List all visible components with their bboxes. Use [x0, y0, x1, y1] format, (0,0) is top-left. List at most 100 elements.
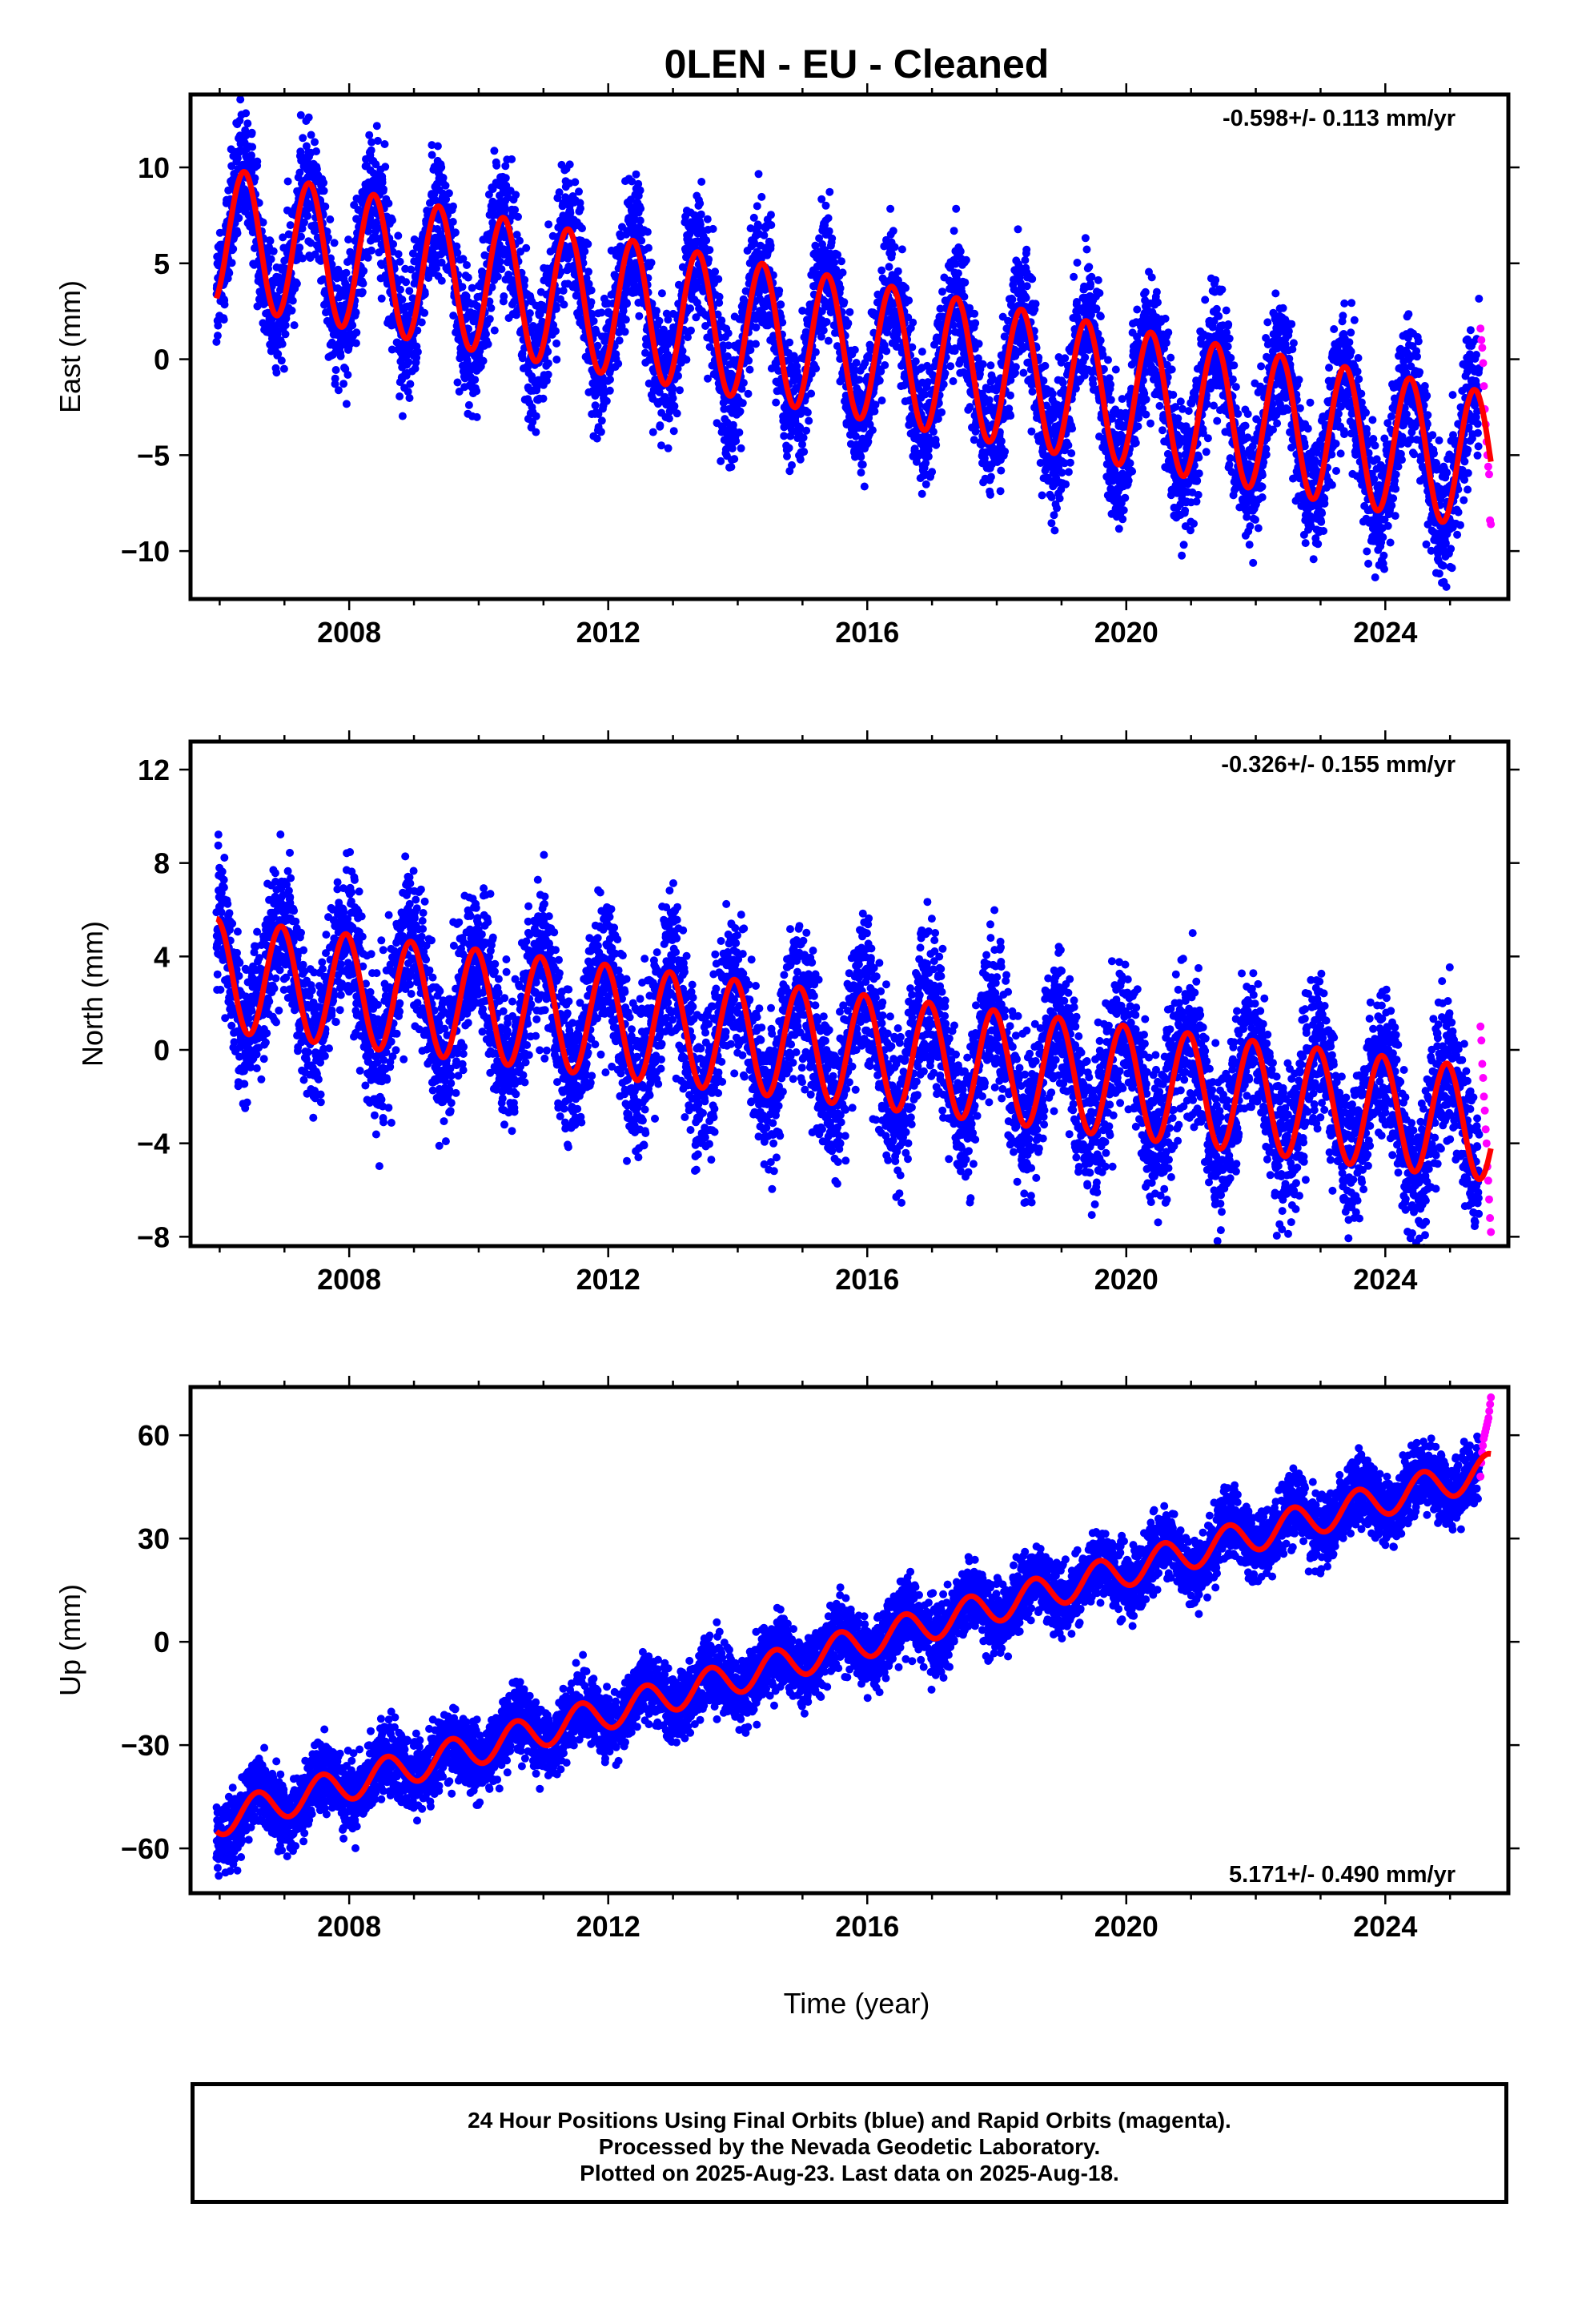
final-orbit-point — [643, 227, 652, 236]
final-orbit-point — [614, 360, 623, 368]
final-orbit-point — [760, 231, 769, 239]
final-orbit-point — [331, 374, 339, 383]
final-orbit-point — [307, 131, 315, 139]
final-orbit-point — [949, 377, 958, 385]
final-orbit-point — [334, 386, 343, 395]
final-orbit-point — [644, 243, 652, 252]
final-orbit-point — [597, 308, 606, 317]
final-orbit-point — [248, 143, 257, 151]
final-orbit-point — [251, 174, 259, 183]
final-orbit-point — [928, 468, 937, 476]
final-orbit-point — [1006, 412, 1015, 420]
final-orbit-point — [929, 428, 938, 436]
final-orbit-point — [860, 482, 869, 491]
final-orbit-point — [1014, 225, 1022, 234]
final-orbit-point — [278, 340, 287, 348]
final-orbit-point — [939, 380, 948, 388]
final-orbit-point — [358, 287, 367, 296]
final-orbit-point — [420, 290, 429, 299]
final-orbit-point — [351, 339, 360, 348]
final-orbit-point — [1085, 263, 1094, 271]
final-orbit-point — [952, 204, 961, 213]
final-orbit-point — [709, 224, 717, 233]
final-orbit-point — [464, 324, 472, 333]
final-orbit-point — [587, 286, 596, 295]
final-orbit-point — [514, 212, 522, 221]
final-orbit-point — [596, 428, 605, 436]
final-orbit-point — [1061, 354, 1070, 363]
final-orbit-point — [888, 250, 897, 259]
final-orbit-point — [632, 170, 640, 179]
final-orbit-point — [828, 234, 837, 243]
final-orbit-point — [459, 255, 468, 263]
final-orbit-point — [496, 257, 504, 266]
final-orbit-point — [825, 187, 834, 196]
final-orbit-point — [468, 283, 476, 292]
final-orbit-point — [739, 379, 748, 387]
final-orbit-point — [1064, 468, 1073, 476]
final-orbit-point — [1066, 458, 1074, 467]
final-orbit-point — [1096, 336, 1105, 345]
final-orbit-point — [924, 452, 933, 461]
final-orbit-point — [420, 308, 429, 317]
final-orbit-point — [417, 318, 426, 327]
final-orbit-point — [744, 389, 753, 398]
final-orbit-point — [359, 267, 368, 275]
final-orbit-point — [767, 221, 776, 229]
final-orbit-point — [805, 416, 813, 425]
final-orbit-point — [319, 275, 327, 283]
final-orbit-point — [404, 388, 412, 396]
final-orbit-point — [472, 387, 481, 396]
final-orbit-point — [1067, 449, 1076, 457]
final-orbit-point — [365, 131, 374, 139]
final-orbit-point — [729, 420, 737, 429]
final-orbit-point — [1028, 388, 1037, 396]
final-orbit-point — [996, 487, 1005, 496]
final-orbit-point — [655, 316, 664, 325]
final-orbit-point — [589, 316, 598, 325]
final-orbit-point — [911, 357, 920, 366]
final-orbit-point — [1028, 275, 1037, 283]
final-orbit-point — [1053, 504, 1061, 513]
final-orbit-point — [738, 399, 747, 408]
final-orbit-point — [292, 279, 301, 288]
final-orbit-point — [656, 421, 665, 430]
final-orbit-point — [559, 287, 568, 295]
final-orbit-point — [492, 161, 501, 170]
final-orbit-point — [233, 229, 242, 238]
final-orbit-point — [753, 202, 761, 211]
final-orbit-point — [493, 272, 502, 281]
final-orbit-point — [387, 345, 396, 354]
final-orbit-point — [745, 365, 754, 374]
final-orbit-point — [449, 202, 457, 211]
final-orbit-point — [727, 463, 736, 472]
final-orbit-point — [950, 227, 958, 235]
final-orbit-point — [745, 356, 753, 365]
final-orbit-point — [407, 265, 416, 274]
final-orbit-point — [437, 276, 446, 285]
final-orbit-point — [664, 444, 673, 452]
final-orbit-point — [620, 328, 629, 336]
final-orbit-point — [295, 168, 304, 177]
final-orbit-point — [437, 258, 446, 267]
final-orbit-point — [532, 412, 540, 420]
final-orbit-point — [961, 278, 970, 287]
final-orbit-point — [500, 292, 508, 300]
final-orbit-point — [875, 376, 884, 385]
final-orbit-point — [1086, 279, 1095, 288]
final-orbit-point — [279, 233, 287, 242]
final-orbit-point — [471, 376, 480, 384]
final-orbit-point — [571, 178, 580, 187]
final-orbit-point — [453, 248, 462, 257]
final-orbit-point — [1073, 259, 1082, 267]
final-orbit-point — [788, 460, 796, 469]
final-orbit-point — [288, 296, 297, 305]
final-orbit-point — [363, 253, 372, 262]
final-orbit-point — [857, 452, 865, 461]
plot-area — [212, 95, 1496, 591]
final-orbit-point — [259, 218, 267, 227]
final-orbit-point — [819, 326, 828, 335]
final-orbit-point — [485, 315, 494, 324]
final-orbit-point — [938, 408, 946, 416]
